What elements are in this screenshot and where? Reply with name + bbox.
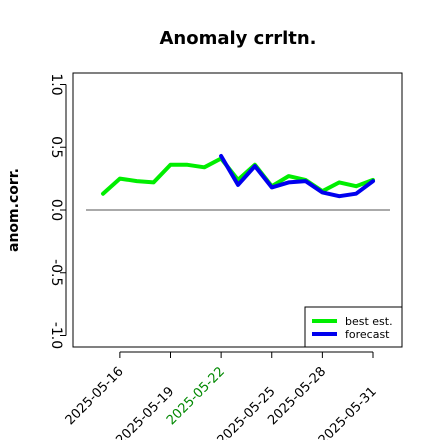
chart-title: Anomaly crrltn. <box>159 28 316 49</box>
series-line-forecast <box>219 154 375 199</box>
y-axis: -1.0 -0.5 0.0 0.5 1.0 <box>48 73 67 349</box>
x-axis: 2025-05-162025-05-192025-05-222025-05-25… <box>63 351 380 444</box>
legend-label-best-est: best est. <box>345 315 393 328</box>
legend-label-forecast: forecast <box>345 328 390 341</box>
legend-box <box>304 306 403 348</box>
y-tick-label: -1.0 <box>48 322 64 349</box>
x-tick-label: 2025-05-31 <box>316 384 380 440</box>
y-tick-label: 0.0 <box>48 199 64 221</box>
x-tick-label: 2025-05-25 <box>215 384 279 440</box>
series-group <box>101 154 375 199</box>
y-axis-label: anom.corr. <box>6 168 22 252</box>
y-tick-label: 1.0 <box>48 73 64 95</box>
plot-frame <box>72 72 403 348</box>
legend: best est.forecast <box>304 306 403 348</box>
x-tick-label: 2025-05-16 <box>63 364 127 428</box>
series-line-best-est <box>101 156 375 196</box>
y-tick-label: 0.5 <box>48 136 64 158</box>
y-tick-label: -0.5 <box>48 259 64 286</box>
x-tick-label: 2025-05-19 <box>113 384 177 440</box>
